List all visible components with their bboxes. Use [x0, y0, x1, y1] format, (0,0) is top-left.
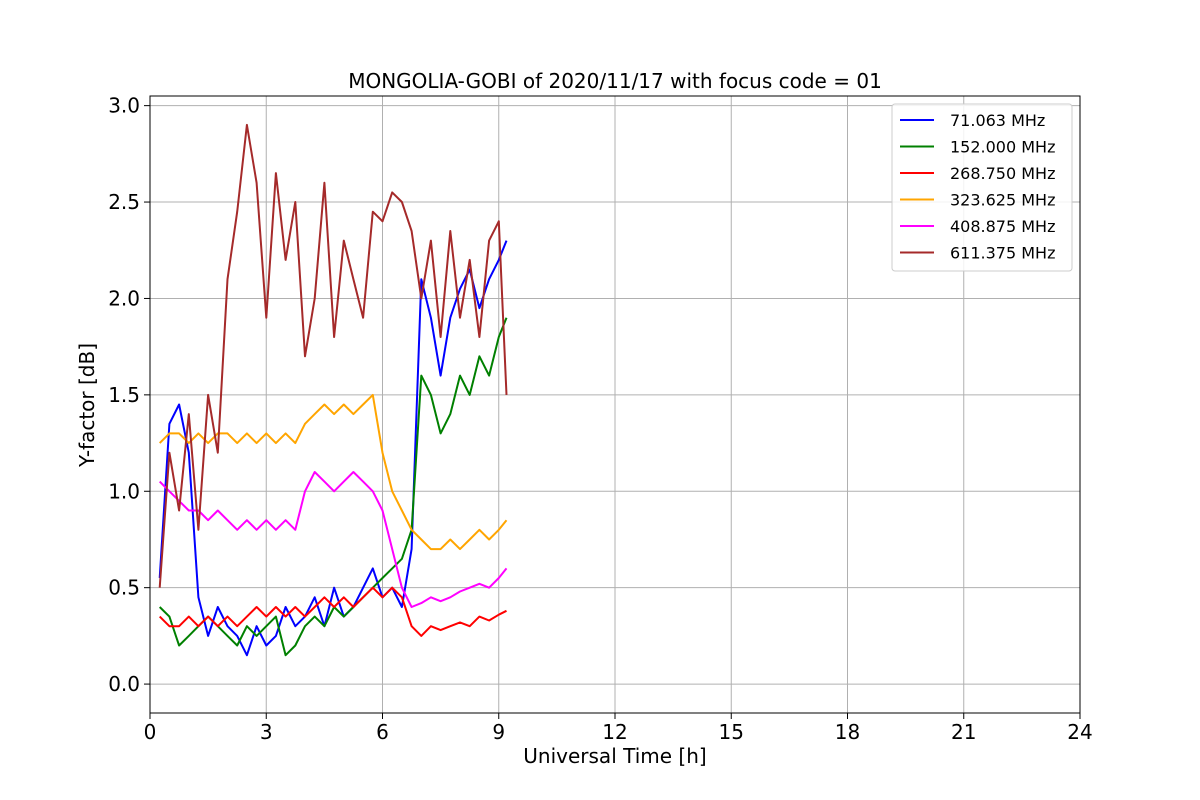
x-tick-label: 9	[492, 720, 505, 744]
series-line-5	[158, 123, 508, 588]
legend-label: 323.625 MHz	[950, 191, 1055, 210]
chart-title: MONGOLIA-GOBI of 2020/11/17 with focus c…	[348, 69, 882, 93]
x-axis-label: Universal Time [h]	[523, 744, 706, 768]
tick-layer: 0 3 6 9 12 15 18 21 24 0.0 0.5 1.0 1.5 2.0 2.5 3.0	[108, 94, 1093, 744]
x-tick-label: 15	[719, 720, 744, 744]
x-tick-label: 24	[1067, 720, 1092, 744]
series-line-2	[158, 586, 507, 637]
series-line-3	[158, 393, 508, 551]
legend-label: 268.750 MHz	[950, 164, 1055, 183]
y-tick-label: 1.5	[108, 383, 140, 407]
series-line-4	[158, 471, 508, 608]
legend: 71.063 MHz 152.000 MHz 268.750 MHz 323.625 …	[891, 103, 1073, 272]
series-line-0	[158, 240, 508, 657]
legend-label: 71.063 MHz	[950, 111, 1045, 130]
y-tick-label: 2.0	[108, 286, 140, 310]
legend-label: 611.375 MHz	[950, 244, 1055, 263]
y-tick-label: 3.0	[108, 94, 140, 118]
x-tick-label: 12	[602, 720, 627, 744]
legend-label: 408.875 MHz	[950, 217, 1055, 236]
y-tick-label: 2.5	[108, 190, 140, 214]
x-tick-label: 3	[260, 720, 273, 744]
y-tick-label: 0.0	[108, 672, 140, 696]
x-tick-label: 21	[951, 720, 976, 744]
x-tick-label: 0	[144, 720, 157, 744]
legend-box	[891, 103, 1073, 272]
legend-label: 152.000 MHz	[950, 138, 1055, 157]
series-layer	[158, 123, 508, 657]
y-tick-label: 1.0	[108, 479, 140, 503]
x-tick-label: 6	[376, 720, 389, 744]
x-tick-label: 18	[835, 720, 860, 744]
y-tick-label: 0.5	[108, 576, 140, 600]
y-axis-label: Y-factor [dB]	[75, 343, 99, 468]
